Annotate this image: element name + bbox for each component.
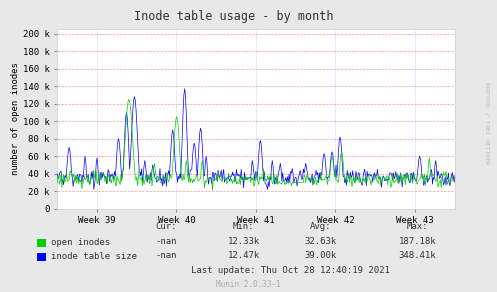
Text: -nan: -nan — [156, 251, 177, 260]
Text: RRDTOOL / TOBI OETIKER: RRDTOOL / TOBI OETIKER — [485, 82, 490, 164]
Text: 39.00k: 39.00k — [305, 251, 336, 260]
Y-axis label: number of open inodes: number of open inodes — [11, 62, 20, 175]
Text: Munin 2.0.33-1: Munin 2.0.33-1 — [216, 280, 281, 289]
Text: -nan: -nan — [156, 237, 177, 246]
Text: Inode table usage - by month: Inode table usage - by month — [134, 10, 333, 23]
Text: 12.47k: 12.47k — [228, 251, 259, 260]
Text: 348.41k: 348.41k — [399, 251, 436, 260]
Text: inode table size: inode table size — [51, 253, 137, 261]
Text: open inodes: open inodes — [51, 238, 110, 247]
Text: Max:: Max: — [407, 222, 428, 231]
Text: 187.18k: 187.18k — [399, 237, 436, 246]
Text: 32.63k: 32.63k — [305, 237, 336, 246]
Text: Avg:: Avg: — [310, 222, 331, 231]
Text: Last update: Thu Oct 28 12:40:19 2021: Last update: Thu Oct 28 12:40:19 2021 — [191, 266, 390, 275]
Text: 12.33k: 12.33k — [228, 237, 259, 246]
Text: Cur:: Cur: — [156, 222, 177, 231]
Text: Min:: Min: — [233, 222, 254, 231]
